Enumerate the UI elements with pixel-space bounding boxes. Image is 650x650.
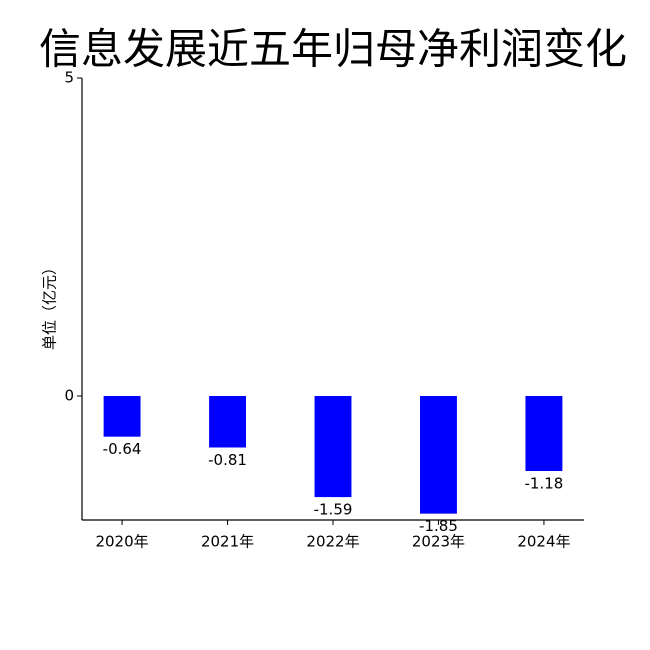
data-label: -1.85 (419, 517, 458, 535)
bar (103, 395, 141, 437)
bar (314, 395, 352, 498)
x-tick-label: 2023年 (412, 533, 465, 551)
x-tick-label: 2022年 (306, 533, 359, 551)
bar (209, 395, 246, 448)
data-label: -1.59 (314, 501, 353, 519)
bar (420, 395, 457, 514)
x-tick-label: 2020年 (95, 533, 148, 551)
bar (525, 395, 563, 472)
x-tick-label: 2024年 (517, 533, 570, 551)
data-label: -0.64 (103, 440, 142, 458)
y-tick-label: 5 (64, 69, 74, 87)
x-tick-label: 2021年 (201, 533, 254, 551)
data-label: -0.81 (208, 451, 247, 469)
y-axis-label: 单位（亿元） (41, 260, 59, 350)
data-label: -1.18 (525, 475, 564, 493)
chart-title: 信息发展近五年归母净利润变化 (39, 25, 627, 74)
y-tick-label: 0 (64, 386, 74, 404)
